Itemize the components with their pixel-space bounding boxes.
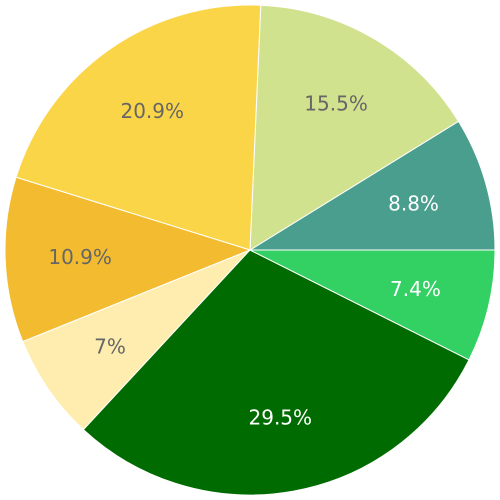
pie-slices — [4, 4, 496, 496]
pie-labels: 8.8% 15.5% 20.9% 10.9% 7% 29.5% 7.4% — [48, 91, 440, 429]
pie-slice-4 — [22, 249, 251, 431]
pie-slice-label-4: 7% — [94, 334, 126, 358]
pie-slice-label-0: 8.8% — [388, 192, 439, 216]
pie-slice-label-6: 7.4% — [390, 277, 441, 301]
pie-slice-5 — [82, 249, 470, 496]
pie-slice-label-5: 29.5% — [249, 405, 313, 429]
pie-slice-3 — [4, 176, 252, 343]
pie-slice-2 — [15, 4, 262, 251]
pie-slice-label-2: 20.9% — [120, 99, 184, 123]
pie-slice-0 — [248, 120, 496, 251]
pie-slice-label-3: 10.9% — [48, 245, 112, 269]
pie-slice-1 — [249, 4, 460, 251]
pie-slice-6 — [249, 249, 496, 361]
pie-slice-label-1: 15.5% — [304, 91, 368, 115]
